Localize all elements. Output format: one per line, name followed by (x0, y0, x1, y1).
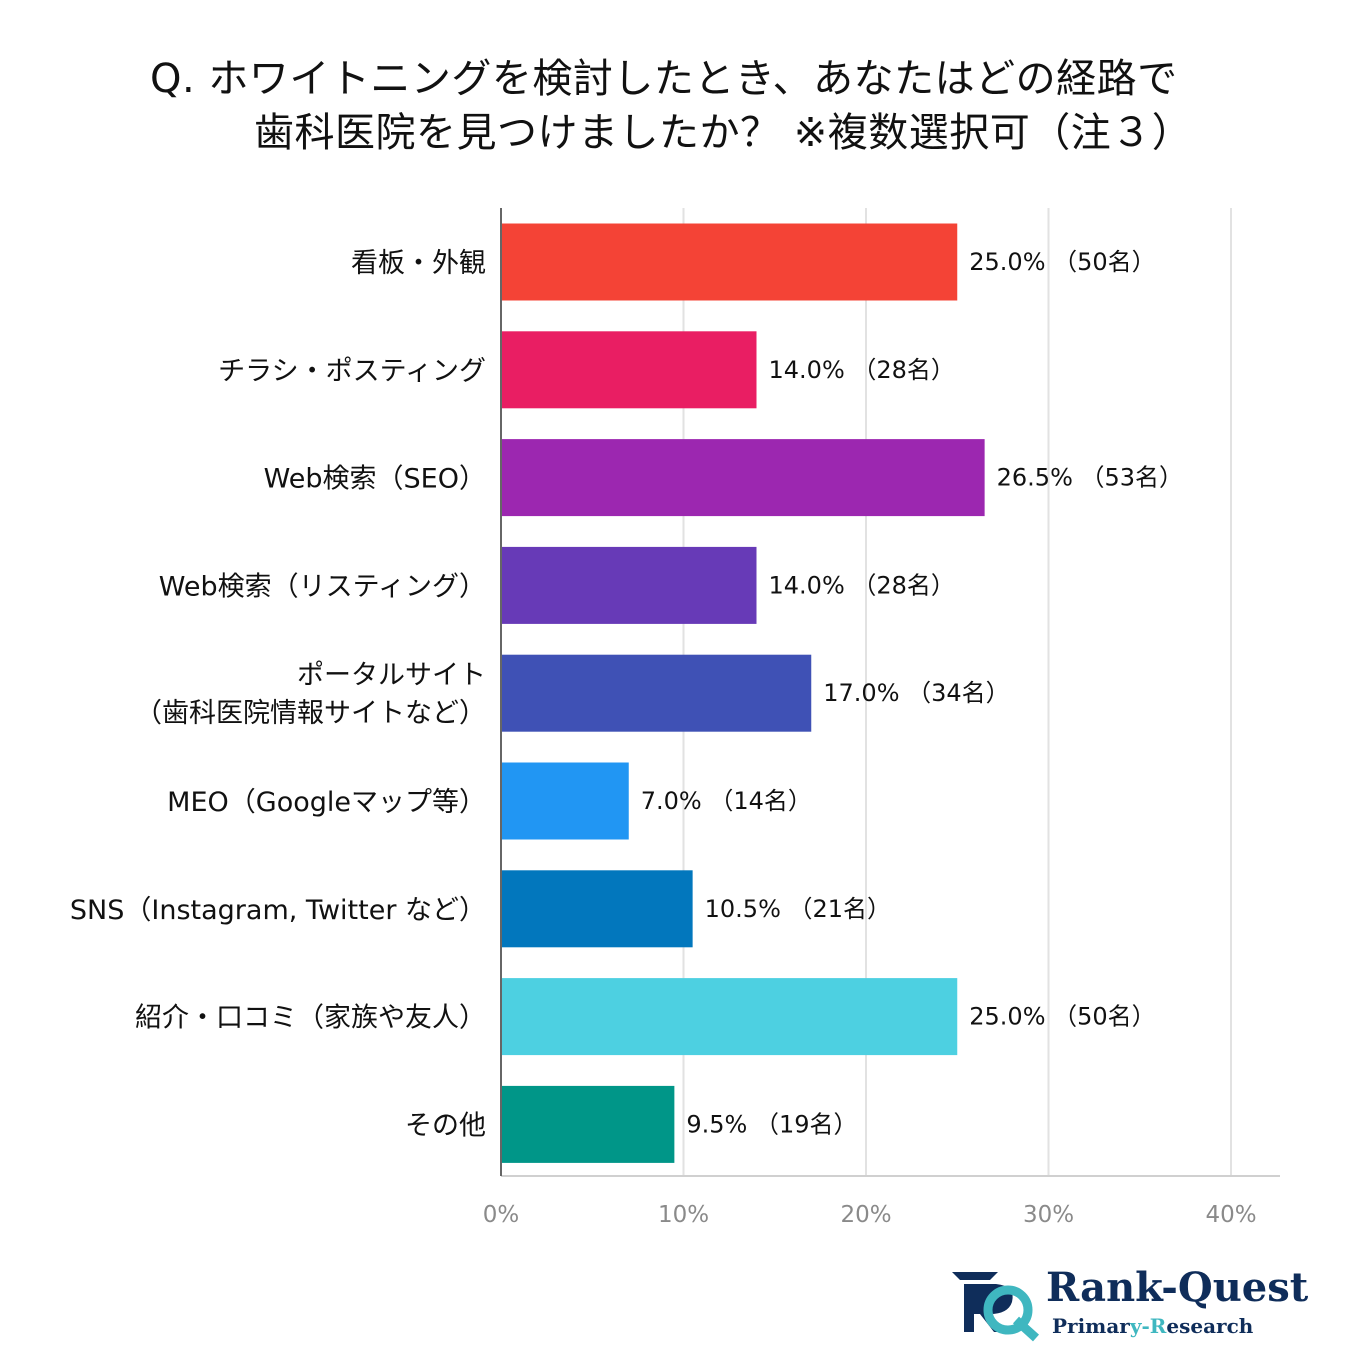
x-tick-label: 30% (1023, 1202, 1074, 1228)
chart-title-line2: 歯科医院を見つけましたか？ ※複数選択可（注３） (254, 110, 1193, 156)
bar (502, 331, 757, 409)
bar-value-label: 25.0% （50名） (969, 248, 1155, 276)
category-label: SNS（Instagram, Twitter など） (70, 895, 486, 926)
bar-value-label: 9.5% （19名） (686, 1110, 857, 1138)
labels: 0% 10% 20% 30% 40% 25.0% （50名） 看板・外観 14.0% （28名… (70, 248, 1257, 1228)
bar-value-label: 17.0% （34名） (823, 679, 1009, 707)
category-label: MEO（Googleマップ等） (167, 787, 486, 818)
category-label: チラシ・ポスティング (218, 356, 486, 387)
bar (502, 1085, 675, 1163)
bar (502, 654, 812, 732)
category-label: Web検索（SEO） (264, 464, 486, 495)
bars (502, 223, 985, 1163)
category-label: その他 (405, 1110, 486, 1141)
logo-brand-text: Rank-Quest (1046, 1264, 1309, 1311)
x-tick-label: 0% (483, 1202, 520, 1228)
chart-title-line1: Q. ホワイトニングを検討したとき、あなたはどの経路で (150, 56, 1178, 102)
bar (502, 870, 693, 948)
bar (502, 223, 958, 301)
chart-title: Q. ホワイトニングを検討したとき、あなたはどの経路で 歯科医院を見つけましたか… (150, 52, 1330, 160)
bar-chart: 0% 10% 20% 30% 40% 25.0% （50名） 看板・外観 14.0% （28名… (70, 208, 1280, 1228)
x-tick-label: 10% (658, 1202, 709, 1228)
category-label: ポータルサイト (297, 660, 486, 691)
bar-value-label: 14.0% （28名） (769, 571, 955, 599)
bar-value-label: 26.5% （53名） (997, 464, 1183, 492)
x-tick-label: 20% (840, 1202, 891, 1228)
bar (502, 978, 958, 1056)
x-tick-label: 40% (1205, 1202, 1256, 1228)
bar (502, 439, 985, 517)
category-label: 看板・外観 (351, 248, 486, 279)
category-label: （歯科医院情報サイトなど） (135, 698, 486, 729)
category-label: 紹介・口コミ（家族や友人） (135, 1003, 486, 1034)
bar-value-label: 25.0% （50名） (969, 1003, 1155, 1031)
bar-value-label: 14.0% （28名） (769, 356, 955, 384)
rank-quest-logo: Rank-Quest Primary-Research (950, 1262, 1308, 1342)
bar (502, 762, 629, 840)
bar-value-label: 10.5% （21名） (705, 895, 891, 923)
bar (502, 546, 757, 624)
bar-value-label: 7.0% （14名） (641, 787, 812, 815)
rq-logo-icon (952, 1272, 1040, 1342)
logo-tagline: Primary-Research (1052, 1314, 1254, 1338)
category-label: Web検索（リスティング） (159, 571, 486, 602)
